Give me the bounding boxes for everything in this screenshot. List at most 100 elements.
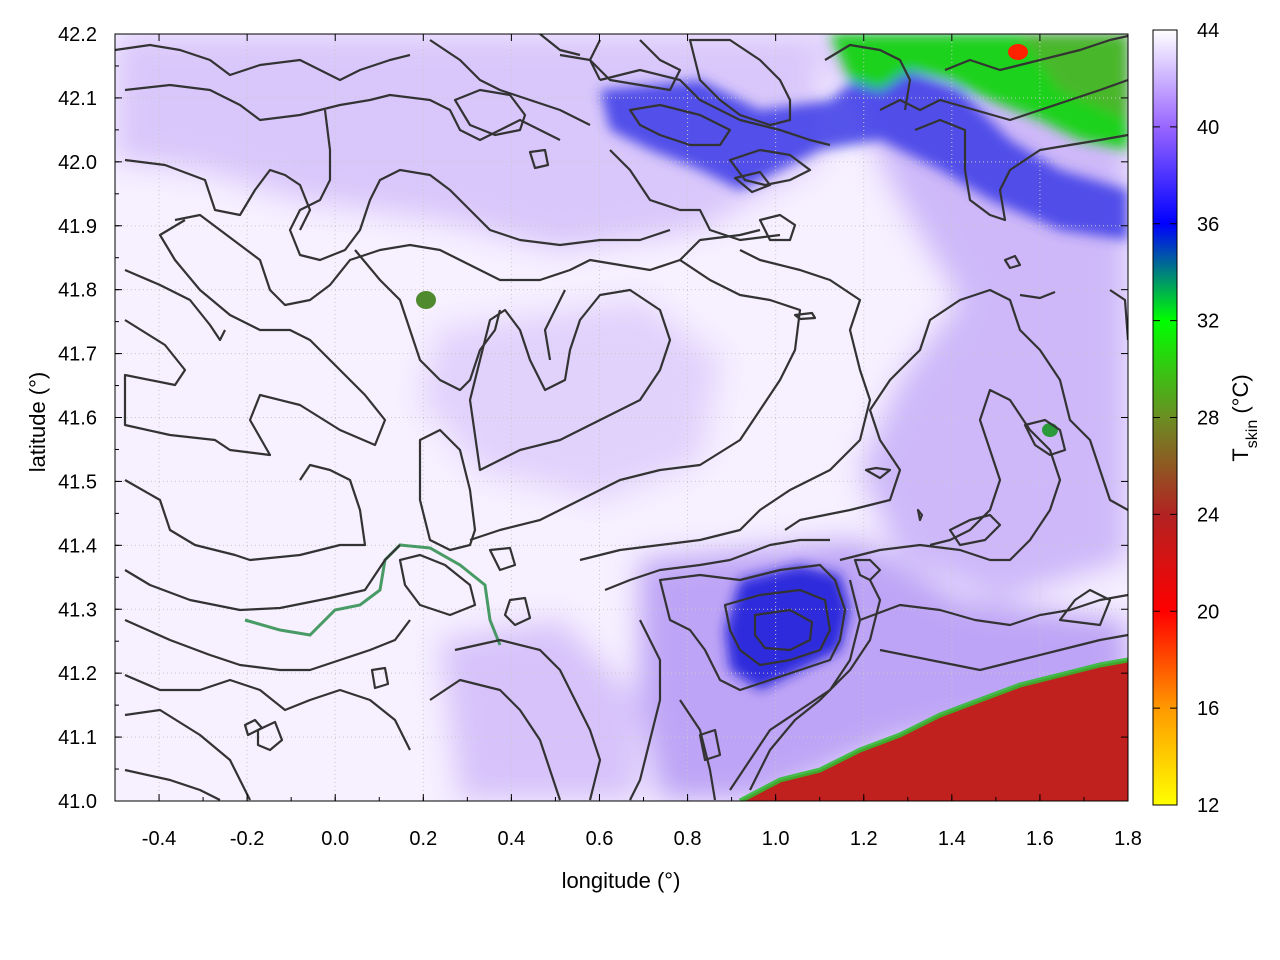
contour-line	[488, 546, 517, 572]
colorbar-tick-label: 12	[1197, 795, 1219, 817]
contour-line	[733, 170, 772, 194]
heatmap-region-central	[420, 300, 720, 500]
heatmap-region-south-central	[440, 620, 640, 800]
contour-line	[793, 311, 817, 321]
contour-line	[859, 593, 1128, 627]
x-tick-label: 1.6	[1026, 828, 1054, 850]
contour-lines	[115, 34, 1128, 801]
contour-line	[604, 538, 830, 592]
contour-line	[429, 39, 591, 126]
contour-line	[528, 148, 550, 170]
plot-area	[115, 34, 1128, 801]
x-tick-label: 0.0	[321, 828, 349, 850]
x-tick-label: 1.8	[1114, 828, 1142, 850]
contour-line	[729, 579, 862, 791]
contour-line	[543, 289, 566, 361]
contour-line	[839, 388, 1062, 562]
contour-line	[124, 544, 401, 612]
contour-line	[723, 588, 832, 667]
contour-line	[698, 728, 722, 762]
contour-line	[124, 708, 251, 801]
contour-line	[914, 118, 1128, 222]
contour-line	[1019, 290, 1056, 300]
contour-line	[688, 38, 792, 127]
x-tick-label: 0.6	[586, 828, 614, 850]
x-axis-label: longitude (°)	[562, 868, 681, 893]
y-tick-label: 41.7	[58, 344, 97, 366]
contour-line	[629, 619, 662, 801]
contour-line	[864, 466, 892, 480]
contour-line	[944, 34, 1128, 72]
contour-line	[124, 463, 367, 562]
contour-line	[174, 213, 681, 307]
contour-line	[124, 768, 221, 801]
x-axis: -0.4 -0.2 0.0 0.2 0.4 0.6 0.8 1.0 1.2 1.4 1.6 1.8	[114, 34, 1142, 850]
contour-line	[123, 219, 387, 457]
contour-line	[588, 39, 682, 92]
contour-line	[1003, 254, 1022, 270]
contour-line	[753, 608, 814, 652]
contour-line	[916, 508, 924, 522]
contour-line	[256, 720, 284, 752]
heatmap-region-blue-north	[600, 60, 1128, 240]
contour-line	[658, 563, 847, 692]
colorbar-ticks: 12 16 20 24 28 32 36 40 44	[1153, 20, 1219, 817]
contour-line	[1109, 289, 1128, 341]
contour-line	[853, 558, 882, 582]
contour-line	[468, 288, 672, 472]
y-tick-label: 41.6	[58, 408, 97, 430]
colorbar-tick-label: 20	[1197, 601, 1219, 623]
contour-line	[559, 53, 601, 81]
contour-line	[1023, 418, 1067, 457]
x-tick-label: 0.4	[497, 828, 525, 850]
y-tick-label: 41.3	[58, 599, 97, 621]
colorbar-label-unit: (°C)	[1228, 374, 1253, 419]
contour-line	[115, 43, 411, 82]
y-tick-label: 41.0	[58, 791, 97, 813]
y-axis-label: latitude (°)	[25, 372, 50, 473]
x-tick-label: -0.4	[142, 828, 176, 850]
y-tick-label: 41.4	[58, 535, 97, 557]
contour-line	[124, 673, 411, 751]
contour-line	[758, 213, 797, 242]
y-tick-label: 42.1	[58, 88, 97, 110]
contour-line	[354, 249, 502, 392]
y-tick-label: 41.2	[58, 663, 97, 685]
y-tick-label: 42.2	[58, 24, 97, 46]
colorbar-tick-label: 36	[1197, 214, 1219, 236]
contour-line	[288, 109, 671, 262]
contour-line	[579, 249, 872, 562]
x-tick-label: 0.8	[674, 828, 702, 850]
contour-line	[728, 148, 812, 187]
contour-line	[609, 149, 781, 242]
colorbar-label-sub: skin	[1244, 420, 1261, 448]
contour-line	[679, 699, 717, 801]
colorbar-tick-label: 24	[1197, 504, 1219, 526]
colorbar-label-main: T	[1228, 448, 1253, 461]
x-tick-label: 0.2	[409, 828, 437, 850]
x-tick-label: 1.2	[850, 828, 878, 850]
y-tick-label: 41.1	[58, 727, 97, 749]
colorbar-label: Tskin (°C)	[1228, 374, 1261, 461]
contour-line	[784, 288, 1128, 531]
contour-line	[599, 68, 831, 147]
y-tick-label: 42.0	[58, 152, 97, 174]
y-tick-label: 41.5	[58, 471, 97, 493]
contour-line	[749, 579, 882, 791]
contour-line	[1058, 588, 1112, 627]
colorbar: 12 16 20 24 28 32 36 40 44 Tskin (°C)	[1152, 20, 1261, 817]
colorbar-tick-label: 28	[1197, 408, 1219, 430]
heatmap-region-coolspot-east	[1042, 423, 1058, 437]
y-axis: 41.0 41.1 41.2 41.3 41.4 41.5 41.6 41.7 41.8 41.9…	[58, 24, 1128, 813]
colorbar-tick-label: 32	[1197, 311, 1219, 333]
contour-line	[124, 83, 561, 142]
contour-line	[503, 596, 532, 627]
x-tick-label: 1.4	[938, 828, 966, 850]
colorbar-tick-label: 16	[1197, 698, 1219, 720]
y-tick-label: 41.8	[58, 280, 97, 302]
contour-line	[948, 513, 1002, 547]
y-tick-label: 41.9	[58, 216, 97, 238]
contour-line	[879, 78, 1128, 122]
heatmap-region-green-tint	[1020, 34, 1128, 120]
